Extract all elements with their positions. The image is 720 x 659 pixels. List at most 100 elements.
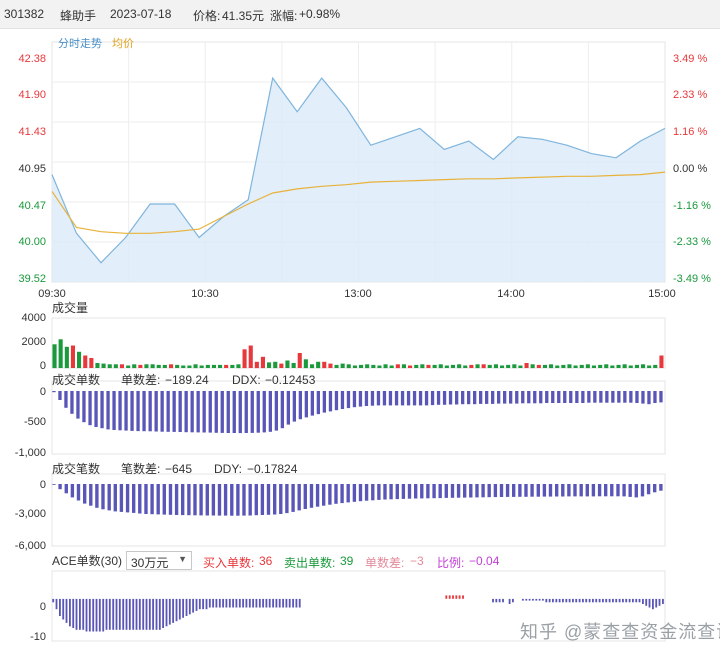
ace-bar xyxy=(655,598,658,608)
volume-bar xyxy=(193,364,198,369)
volume-bar xyxy=(610,365,615,368)
trade-bar xyxy=(193,484,197,516)
y-tick-label: 42.38 xyxy=(18,53,46,65)
volume-bar xyxy=(377,365,382,368)
volume-bar xyxy=(316,361,321,369)
ace-bar xyxy=(272,598,275,608)
order-bar xyxy=(346,391,351,409)
trade-bar xyxy=(70,484,75,498)
volume-bar xyxy=(444,365,449,368)
order-bar xyxy=(617,391,621,403)
ace-bar xyxy=(79,598,81,630)
volume-bar xyxy=(297,353,302,368)
trade-bar xyxy=(107,484,111,511)
volume-bar xyxy=(647,365,652,368)
trade-bar xyxy=(616,484,620,497)
ace-title: ACE单数(30) xyxy=(52,553,122,568)
trade-bar xyxy=(622,484,626,497)
volume-bar xyxy=(641,364,646,369)
order-bar xyxy=(605,391,609,403)
ace-bar xyxy=(285,598,288,608)
order-bar xyxy=(100,391,104,429)
ace-threshold-value: 30万元 xyxy=(131,556,169,570)
order-bar xyxy=(148,391,152,432)
trade-bar xyxy=(475,484,479,498)
volume-bar xyxy=(162,364,167,368)
ace-bar xyxy=(458,595,461,599)
trade-bar xyxy=(481,484,485,498)
volume-bar xyxy=(616,364,621,368)
ace-bar xyxy=(212,598,215,608)
ace-bar xyxy=(525,598,528,601)
ace-bar xyxy=(225,598,228,608)
volume-bar xyxy=(352,365,357,368)
order-bar xyxy=(611,391,615,403)
volume-bar xyxy=(322,361,327,369)
order-bar xyxy=(160,391,164,432)
order-bar xyxy=(94,391,98,427)
trade-bar xyxy=(242,484,246,516)
order-bar xyxy=(412,391,417,406)
trade-panel-frame xyxy=(51,473,666,547)
order-bar xyxy=(256,391,260,433)
volume-bar xyxy=(469,364,474,368)
order-bar xyxy=(593,391,597,403)
order-bar xyxy=(286,391,291,425)
trade-bar xyxy=(76,484,81,501)
trade-bar xyxy=(414,484,418,499)
ace-bar xyxy=(522,598,524,601)
trade-bar xyxy=(548,484,553,497)
ace-bar xyxy=(52,598,55,603)
order-bar xyxy=(220,391,224,433)
order-bar xyxy=(557,391,561,403)
volume-bar xyxy=(291,363,296,368)
order-diff-label: 单数差: xyxy=(121,372,160,387)
volume-bar xyxy=(211,364,216,368)
volume-title: 成交量 xyxy=(52,300,88,315)
ace-bar xyxy=(455,595,458,599)
trade-bar xyxy=(205,484,209,516)
order-bar xyxy=(70,391,74,414)
order-bar xyxy=(166,391,170,432)
ace-threshold-select[interactable]: 30万元 ▼ xyxy=(126,551,192,570)
ace-bar xyxy=(278,598,281,608)
trade-bar xyxy=(420,484,424,499)
ace-bar xyxy=(658,598,661,606)
volume-bar xyxy=(579,364,584,368)
ace-bar xyxy=(165,598,168,627)
y-tick-label: 40.47 xyxy=(18,200,46,212)
order-bar xyxy=(382,391,387,406)
order-tick: -1,000 xyxy=(15,447,46,459)
ace-sell-label: 卖出单数: xyxy=(284,556,336,570)
volume-bar xyxy=(567,364,572,369)
volume-bar xyxy=(365,364,370,369)
volume-bar xyxy=(156,364,161,368)
volume-bar xyxy=(426,364,431,368)
order-bar xyxy=(623,391,627,403)
y-tick-label: 40.95 xyxy=(18,163,46,175)
trade-bar xyxy=(573,484,577,497)
volume-bar xyxy=(113,364,118,369)
chevron-down-icon: ▼ xyxy=(178,554,187,564)
x-tick-label: 09:30 xyxy=(38,288,66,300)
trade-bar xyxy=(113,484,117,512)
ace-bar xyxy=(198,598,201,610)
order-bar xyxy=(298,391,303,420)
ddx-label: DDX: xyxy=(232,373,261,387)
ace-bar xyxy=(158,598,161,630)
volume-bar xyxy=(279,363,284,368)
order-bar xyxy=(190,391,194,433)
ddy-label: DDY: xyxy=(214,462,242,476)
ace-bar xyxy=(138,598,141,630)
volume-bar xyxy=(58,339,63,368)
order-bar xyxy=(376,391,381,406)
ace-bar xyxy=(528,598,531,601)
volume-bar xyxy=(542,364,547,368)
volume-bar xyxy=(132,364,137,369)
order-bar xyxy=(214,391,218,433)
trade-bar xyxy=(340,484,344,504)
ace-bar xyxy=(115,598,118,630)
trade-bar xyxy=(524,484,528,497)
x-tick-label: 14:00 xyxy=(497,288,525,300)
volume-bar xyxy=(310,364,315,369)
